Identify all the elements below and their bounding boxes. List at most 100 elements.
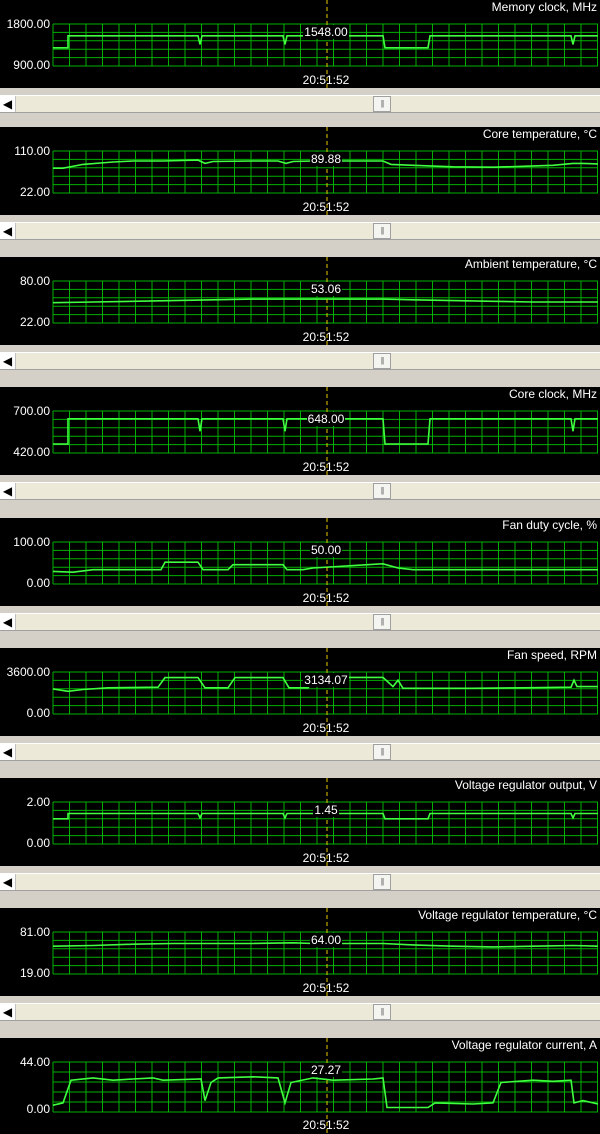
- scroll-thumb[interactable]: |||: [373, 614, 391, 630]
- graph-cursor-time: 20:51:52: [302, 460, 350, 474]
- data-trace: [53, 417, 598, 445]
- graph-current-value: 27.27: [309, 1063, 343, 1077]
- graph-panel-core-clock: Core clock, MHz 700.00 420.00 648.00 20:…: [0, 387, 600, 517]
- horizontal-scrollbar[interactable]: ◀ |||: [0, 482, 600, 500]
- data-trace: [52, 298, 598, 304]
- scroll-thumb[interactable]: |||: [373, 223, 391, 239]
- graph-voltage-regulator-output: Voltage regulator output, V 2.00 0.00 1.…: [0, 778, 600, 866]
- graph-current-value: 1.45: [313, 803, 339, 817]
- horizontal-scrollbar[interactable]: ◀ |||: [0, 222, 600, 240]
- graph-max-value: 44.00: [19, 1055, 50, 1069]
- horizontal-scrollbar[interactable]: ◀ |||: [0, 352, 600, 370]
- graph-max-value: 1800.00: [6, 17, 50, 31]
- horizontal-scrollbar[interactable]: ◀ |||: [0, 873, 600, 891]
- graph-panel-memory-clock: Memory clock, MHz 1800.00 900.00 1548.00…: [0, 0, 600, 130]
- data-trace: [53, 812, 598, 820]
- graph-panel-voltage-regulator-temperature: Voltage regulator temperature, °C 81.00 …: [0, 908, 600, 1038]
- graph-current-value: 89.88: [309, 152, 343, 166]
- graph-cursor-time: 20:51:52: [302, 73, 350, 87]
- graph-panel-ambient-temperature: Ambient temperature, °C 80.00 22.00 53.0…: [0, 257, 600, 387]
- graph-canvas: [52, 0, 598, 88]
- graph-panel-voltage-regulator-current: Voltage regulator current, A 44.00 0.00 …: [0, 1038, 600, 1134]
- graph-cursor-time: 20:51:52: [302, 851, 350, 865]
- graph-canvas: [52, 648, 598, 736]
- graph-max-value: 100.00: [13, 535, 50, 549]
- graph-voltage-regulator-temperature: Voltage regulator temperature, °C 81.00 …: [0, 908, 600, 996]
- graph-title: Voltage regulator current, A: [451, 1038, 597, 1052]
- graph-cursor-time: 20:51:52: [302, 591, 350, 605]
- graph-cursor-time: 20:51:52: [302, 721, 350, 735]
- graph-current-value: 53.06: [309, 282, 343, 296]
- scroll-left-arrow-icon[interactable]: ◀: [0, 744, 16, 760]
- graph-min-value: 0.00: [26, 836, 50, 850]
- scroll-thumb[interactable]: |||: [373, 483, 391, 499]
- graph-max-value: 2.00: [26, 795, 50, 809]
- horizontal-scrollbar[interactable]: ◀ |||: [0, 95, 600, 113]
- scroll-left-arrow-icon[interactable]: ◀: [0, 96, 16, 112]
- graph-title: Memory clock, MHz: [491, 0, 597, 14]
- scroll-left-arrow-icon[interactable]: ◀: [0, 874, 16, 890]
- graph-canvas: [52, 908, 599, 996]
- scroll-thumb[interactable]: |||: [373, 353, 391, 369]
- graph-panel-fan-speed: Fan speed, RPM 3600.00 0.00 3134.07 20:5…: [0, 648, 600, 778]
- graph-core-temperature: Core temperature, °C 110.00 22.00 89.88 …: [0, 127, 600, 215]
- graph-title: Core clock, MHz: [508, 387, 597, 401]
- graph-fan-speed: Fan speed, RPM 3600.00 0.00 3134.07 20:5…: [0, 648, 600, 736]
- data-trace: [53, 159, 599, 170]
- graph-title: Core temperature, °C: [482, 127, 597, 141]
- graph-max-value: 700.00: [13, 404, 50, 418]
- graph-ambient-temperature: Ambient temperature, °C 80.00 22.00 53.0…: [0, 257, 600, 345]
- graph-panel-fan-duty-cycle: Fan duty cycle, % 100.00 0.00 50.00 20:5…: [0, 518, 600, 648]
- graph-max-value: 110.00: [14, 144, 50, 158]
- scroll-left-arrow-icon[interactable]: ◀: [0, 353, 16, 369]
- graph-min-value: 420.00: [13, 445, 50, 459]
- graph-cursor-time: 20:51:52: [302, 1118, 350, 1132]
- data-trace: [52, 561, 598, 574]
- horizontal-scrollbar[interactable]: ◀ |||: [0, 1003, 600, 1021]
- horizontal-scrollbar[interactable]: ◀ |||: [0, 743, 600, 761]
- scroll-left-arrow-icon[interactable]: ◀: [0, 1004, 16, 1020]
- graph-min-value: 22.00: [19, 185, 50, 199]
- graph-memory-clock: Memory clock, MHz 1800.00 900.00 1548.00…: [0, 0, 600, 88]
- scroll-left-arrow-icon[interactable]: ◀: [0, 483, 16, 499]
- graph-max-value: 3600.00: [6, 665, 50, 679]
- graph-min-value: 19.00: [19, 966, 50, 980]
- horizontal-scrollbar[interactable]: ◀ |||: [0, 613, 600, 631]
- graph-cursor-time: 20:51:52: [302, 330, 350, 344]
- scroll-thumb[interactable]: |||: [373, 96, 391, 112]
- graph-min-value: 900.00: [13, 58, 50, 72]
- graph-canvas: [52, 518, 598, 606]
- graph-min-value: 0.00: [26, 1102, 50, 1116]
- graph-current-value: 1548.00: [303, 25, 349, 39]
- scroll-left-arrow-icon[interactable]: ◀: [0, 223, 16, 239]
- scroll-thumb[interactable]: |||: [373, 874, 391, 890]
- graph-title: Ambient temperature, °C: [464, 257, 597, 271]
- graph-title: Fan speed, RPM: [506, 648, 597, 662]
- scroll-thumb[interactable]: |||: [373, 1004, 391, 1020]
- graph-fan-duty-cycle: Fan duty cycle, % 100.00 0.00 50.00 20:5…: [0, 518, 600, 606]
- graph-max-value: 80.00: [19, 274, 50, 288]
- graph-panel-voltage-regulator-output: Voltage regulator output, V 2.00 0.00 1.…: [0, 778, 600, 908]
- data-trace: [52, 1075, 599, 1109]
- graph-current-value: 64.00: [309, 933, 343, 947]
- graph-current-value: 50.00: [309, 543, 343, 557]
- graph-min-value: 0.00: [26, 576, 50, 590]
- graph-title: Fan duty cycle, %: [502, 518, 597, 532]
- graph-max-value: 81.00: [19, 925, 50, 939]
- graph-current-value: 3134.07: [303, 673, 349, 687]
- graph-voltage-regulator-current: Voltage regulator current, A 44.00 0.00 …: [0, 1038, 600, 1134]
- scroll-left-arrow-icon[interactable]: ◀: [0, 614, 16, 630]
- graph-cursor-time: 20:51:52: [302, 200, 350, 214]
- graph-title: Voltage regulator temperature, °C: [418, 908, 597, 922]
- data-trace: [53, 34, 598, 49]
- scroll-thumb[interactable]: |||: [373, 744, 391, 760]
- graph-current-value: 648.00: [306, 412, 346, 426]
- graph-min-value: 22.00: [19, 315, 50, 329]
- graph-panel-core-temperature: Core temperature, °C 110.00 22.00 89.88 …: [0, 127, 600, 257]
- graph-min-value: 0.00: [26, 706, 50, 720]
- data-trace: [52, 676, 598, 693]
- graph-title: Voltage regulator output, V: [454, 778, 597, 792]
- graph-cursor-time: 20:51:52: [302, 981, 350, 995]
- graph-canvas: [52, 1038, 599, 1134]
